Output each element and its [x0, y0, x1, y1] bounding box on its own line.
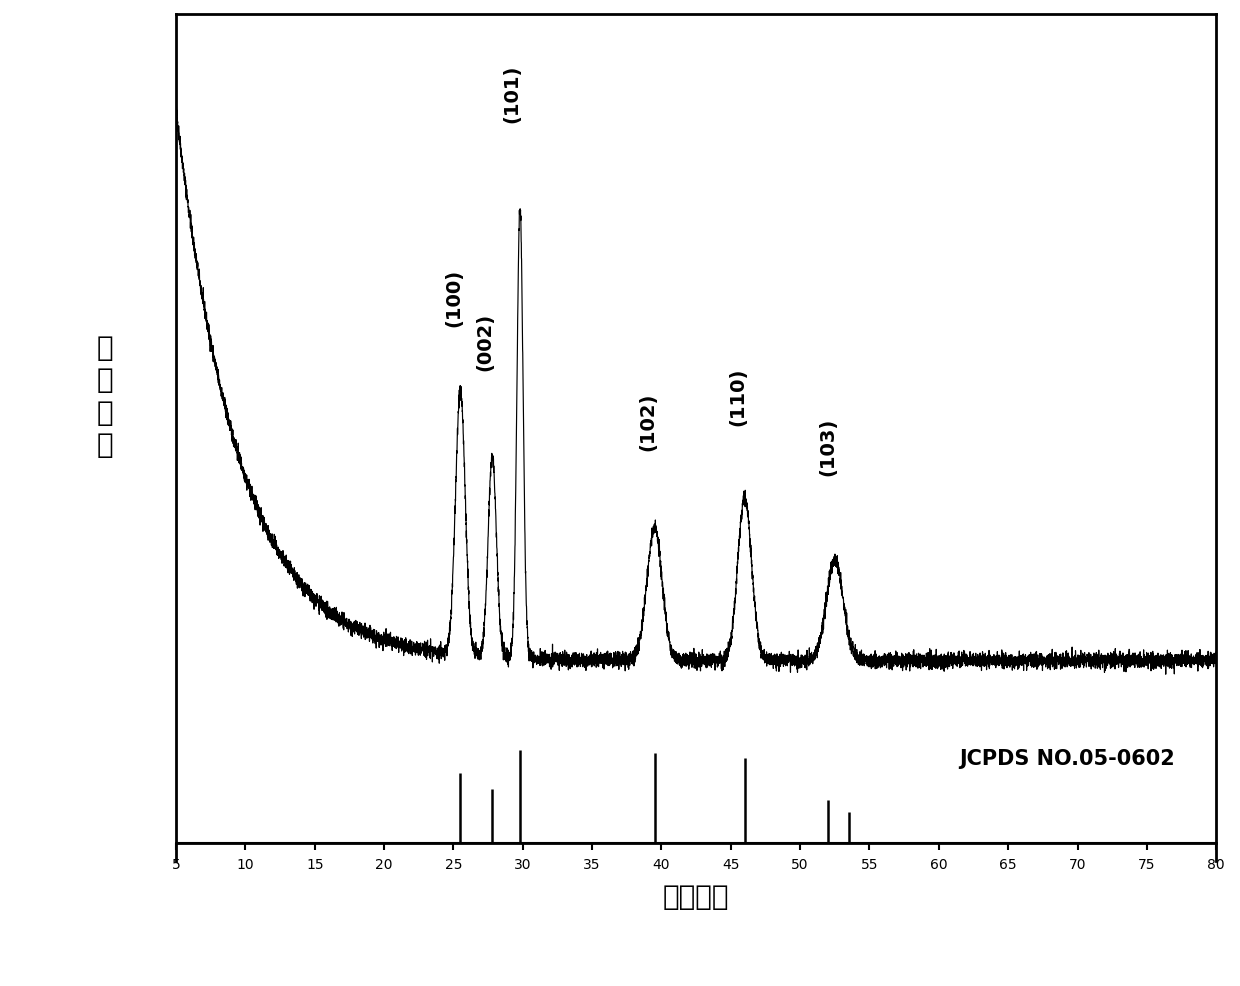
- Text: JCPDS NO.05-0602: JCPDS NO.05-0602: [960, 748, 1176, 768]
- Text: (101): (101): [502, 65, 521, 123]
- Text: (002): (002): [476, 313, 495, 371]
- Text: (103): (103): [818, 417, 837, 475]
- Text: (102): (102): [639, 392, 657, 451]
- Text: (100): (100): [444, 269, 463, 327]
- Y-axis label: 衍
射
强
度: 衍 射 强 度: [97, 333, 114, 458]
- X-axis label: 衍射角度: 衍射角度: [663, 881, 729, 910]
- Text: (110): (110): [728, 368, 748, 426]
